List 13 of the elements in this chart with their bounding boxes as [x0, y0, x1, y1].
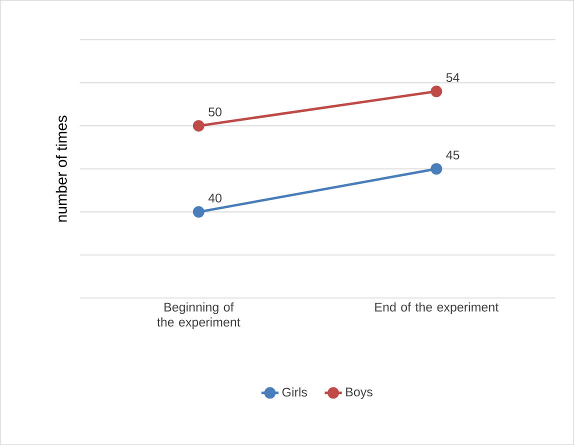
point — [192, 120, 204, 132]
data-label: 50 — [208, 108, 222, 116]
legend-label: Boys — [346, 388, 372, 399]
x-tick-label: End of the experiment — [375, 302, 499, 314]
x-tick-label: Beginning of the experiment — [157, 302, 240, 330]
point — [430, 163, 442, 175]
y-axis-title: number of times — [56, 116, 67, 222]
data-label: 54 — [446, 73, 460, 82]
data-label: 45 — [446, 150, 460, 160]
point — [430, 86, 442, 98]
data-label: 40 — [208, 194, 222, 203]
point — [192, 206, 204, 218]
legend-label: Girls — [282, 387, 308, 397]
